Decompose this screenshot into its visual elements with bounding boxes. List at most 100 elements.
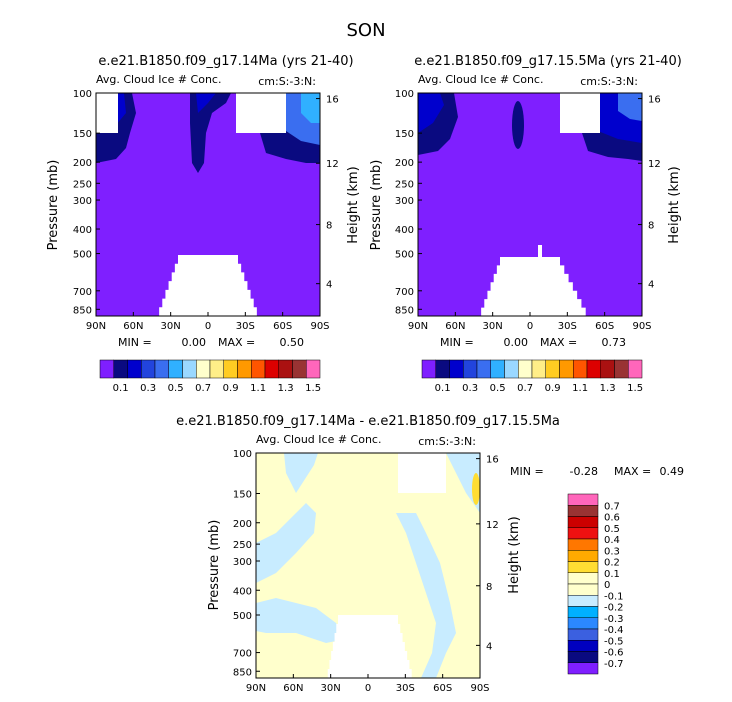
colorbar-box (168, 359, 183, 379)
colorbar-box (614, 359, 629, 379)
colorbar-label: -0.3 (604, 614, 624, 625)
field-contour-dark-mid (512, 101, 524, 149)
panel-subtitle-right: cm:S:-3:N: (258, 75, 316, 88)
field-positive-corner (256, 453, 276, 493)
x-tick-label: 90S (470, 683, 489, 694)
colorbar-box (141, 359, 156, 379)
colorbar-label: 1.1 (572, 383, 588, 394)
colorbar-label: 0.5 (604, 524, 620, 535)
colorbar-box (573, 359, 588, 379)
stat-max-label: MAX = (218, 336, 255, 349)
y-right-tick-label: 4 (486, 641, 492, 652)
colorbar-label: 0.7 (517, 383, 533, 394)
x-tick-label: 0 (365, 683, 371, 694)
y-right-axis-label: Height (km) (667, 166, 682, 243)
colorbar-label: 0.1 (113, 383, 129, 394)
y-tick-label: 100 (395, 89, 414, 100)
colorbar-box (567, 651, 599, 663)
panel-subtitle-left: Avg. Cloud Ice # Conc. (256, 433, 381, 446)
plot-area (95, 92, 321, 317)
x-tick-label: 90N (246, 683, 266, 694)
colorbar-box (490, 359, 505, 379)
y-tick-label: 400 (395, 225, 414, 236)
y-tick-label: 250 (233, 540, 252, 551)
y-tick-label: 150 (395, 129, 414, 140)
y-tick-label: 850 (73, 305, 92, 316)
colorbar-box (567, 595, 599, 607)
x-tick-label: 0 (527, 321, 533, 332)
colorbar-box (567, 561, 599, 573)
colorbar-label: 0.7 (604, 501, 620, 512)
stat-min-label: MIN = (440, 336, 474, 349)
colorbar-box (567, 538, 599, 551)
colorbar-box (306, 359, 321, 379)
y-tick-label: 400 (233, 586, 252, 597)
stat-min-value: -0.28 (570, 465, 598, 478)
y-tick-label: 500 (395, 250, 414, 261)
panel-title: e.e21.B1850.f09_g17.15.5Ma (yrs 21-40) (414, 54, 682, 69)
colorbar-box (99, 359, 114, 379)
y-tick-label: 250 (395, 179, 414, 190)
colorbar-label: 0.1 (604, 569, 620, 580)
colorbar-label: 0.1 (435, 383, 451, 394)
field-negative-right (396, 513, 456, 678)
colorbar-box (435, 359, 450, 379)
x-tick-label: 60N (123, 321, 143, 332)
y-right-axis-label: Height (km) (507, 516, 522, 593)
y-tick-label: 300 (395, 196, 414, 207)
colorbar-box (567, 505, 599, 517)
colorbar-box (278, 359, 293, 379)
y-right-tick-label: 8 (648, 221, 654, 232)
colorbar-label: 0.6 (604, 513, 620, 524)
plot-fields (256, 453, 480, 678)
colorbar-label: 0.9 (223, 383, 239, 394)
y-tick-label: 400 (73, 225, 92, 236)
y-axis-label: Pressure (mb) (207, 520, 222, 611)
colorbar-box (628, 359, 643, 379)
y-tick-label: 500 (233, 611, 252, 622)
stat-max-value: 0.49 (660, 465, 685, 478)
x-tick-label: 60S (433, 683, 452, 694)
plot-area (255, 452, 481, 679)
stat-min-value: 0.00 (504, 336, 529, 349)
y-right-tick-label: 12 (326, 159, 339, 170)
colorbar-box (421, 359, 436, 379)
y-right-tick-label: 8 (486, 582, 492, 593)
colorbar-box (196, 359, 211, 379)
colorbar-box (113, 359, 128, 379)
field-contour-mid-right (618, 93, 642, 121)
colorbar-label: 1.1 (250, 383, 266, 394)
y-right-tick-label: 4 (648, 280, 654, 291)
field-negative-top (284, 453, 318, 493)
panel-subtitle-right: cm:S:-3:N: (418, 435, 476, 448)
x-tick-label: 30N (483, 321, 503, 332)
y-right-tick-label: 8 (326, 221, 332, 232)
colorbar-box (567, 572, 599, 585)
x-tick-label: 60N (445, 321, 465, 332)
stat-max-label: MAX = (614, 465, 651, 478)
y-tick-label: 100 (73, 89, 92, 100)
colorbar-box (567, 662, 599, 675)
colorbar-box (154, 359, 169, 379)
stat-max-value: 0.50 (280, 336, 305, 349)
y-axis-label: Pressure (mb) (46, 160, 61, 251)
colorbar-label: 0.7 (195, 383, 211, 394)
colorbar-label: 0.3 (604, 546, 620, 557)
y-axis-label: Pressure (mb) (369, 160, 384, 251)
field-contour-blue-mid (196, 93, 216, 113)
field-missing-topright (560, 93, 600, 133)
stat-max-label: MAX = (540, 336, 577, 349)
field-missing-topright (236, 93, 286, 133)
panel-subtitle-left: Avg. Cloud Ice # Conc. (96, 73, 221, 86)
colorbar-box (292, 359, 307, 379)
field-negative-topright (446, 453, 480, 513)
y-tick-label: 300 (73, 196, 92, 207)
field-topography (326, 615, 414, 678)
colorbar-label: 0.2 (604, 558, 620, 569)
y-right-tick-label: 16 (326, 95, 339, 106)
colorbar-box (504, 359, 519, 379)
colorbar-label: 1.3 (278, 383, 294, 394)
plot-fields (96, 93, 320, 316)
x-tick-label: 60S (273, 321, 292, 332)
y-tick-label: 100 (233, 449, 252, 460)
